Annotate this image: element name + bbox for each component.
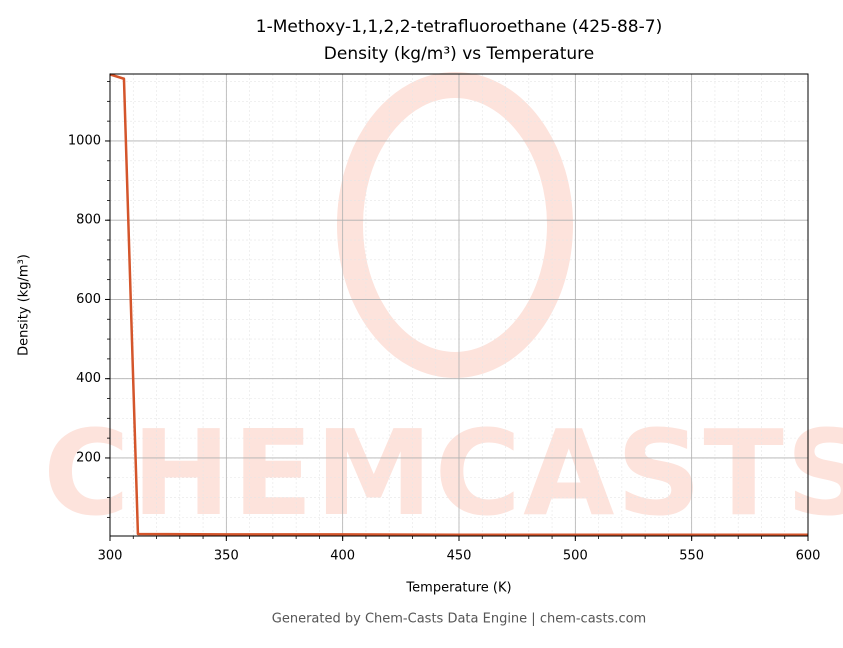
- y-tick-label: 600: [76, 292, 101, 307]
- plot-frame: [109, 73, 809, 537]
- x-tick-label: 350: [214, 549, 239, 564]
- x-tick-label: 550: [679, 549, 704, 564]
- footer: Generated by Chem-Casts Data Engine | ch…: [272, 612, 646, 627]
- y-tick-label: 400: [76, 371, 101, 386]
- y-tick-label: 800: [76, 213, 101, 228]
- watermark-text: CHEMCASTS: [43, 404, 843, 542]
- watermark-logo: [337, 72, 573, 378]
- x-tick-label: 450: [447, 549, 472, 564]
- y-tick-label: 1000: [68, 133, 101, 148]
- chart-title: 1-Methoxy-1,1,2,2-tetrafluoroethane (425…: [256, 17, 662, 37]
- y-tick-label: 200: [76, 450, 101, 465]
- x-tick-label: 300: [98, 549, 123, 564]
- chart-subtitle: Density (kg/m³) vs Temperature: [324, 44, 594, 64]
- x-axis-label: Temperature (K): [405, 581, 511, 596]
- data-line: [109, 73, 808, 537]
- x-tick-label: 500: [563, 549, 588, 564]
- x-tick-label: 600: [796, 549, 821, 564]
- watermark: CHEMCASTS: [43, 72, 843, 542]
- x-tick-label: 400: [330, 549, 355, 564]
- y-axis-label: Density (kg/m³): [17, 254, 32, 356]
